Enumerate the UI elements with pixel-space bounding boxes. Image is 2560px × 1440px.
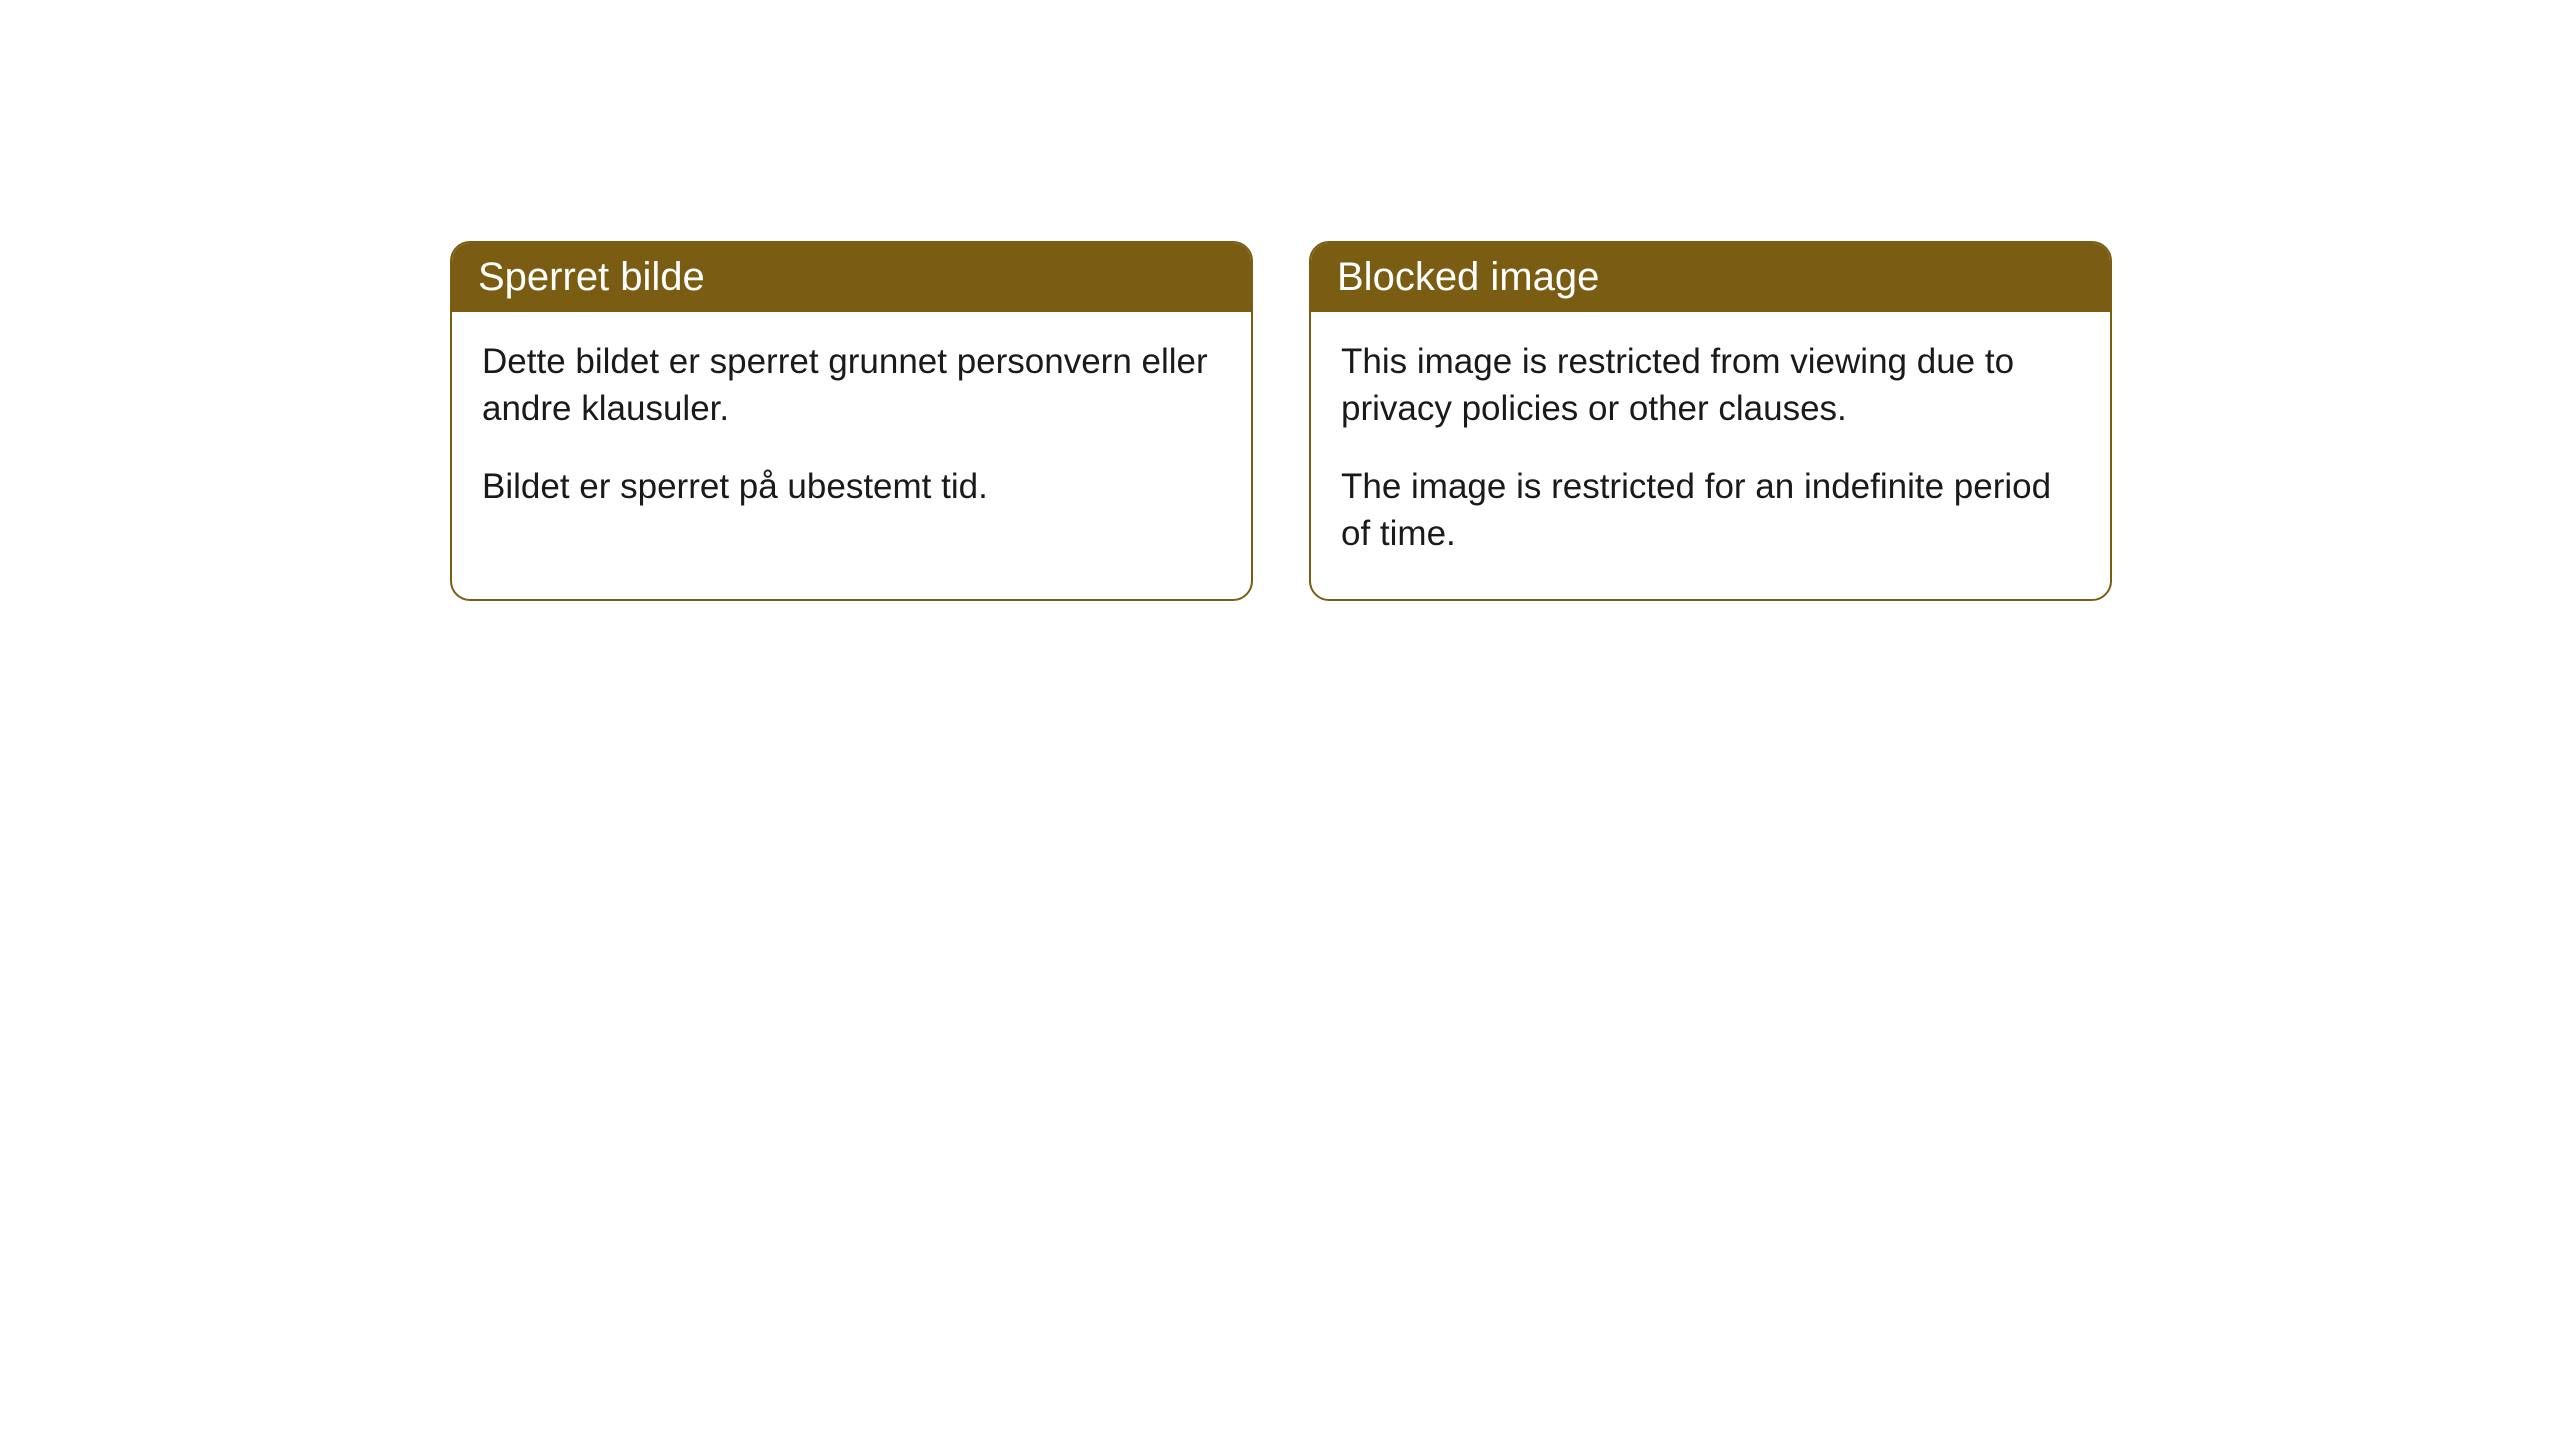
- card-body: Dette bildet er sperret grunnet personve…: [452, 312, 1251, 552]
- card-paragraph: Dette bildet er sperret grunnet personve…: [482, 338, 1221, 433]
- card-title: Sperret bilde: [452, 243, 1251, 312]
- card-title: Blocked image: [1311, 243, 2110, 312]
- notice-card-english: Blocked image This image is restricted f…: [1309, 241, 2112, 601]
- card-body: This image is restricted from viewing du…: [1311, 312, 2110, 599]
- card-paragraph: Bildet er sperret på ubestemt tid.: [482, 463, 1221, 510]
- notice-card-norwegian: Sperret bilde Dette bildet er sperret gr…: [450, 241, 1253, 601]
- notice-cards-container: Sperret bilde Dette bildet er sperret gr…: [450, 241, 2560, 601]
- card-paragraph: This image is restricted from viewing du…: [1341, 338, 2080, 433]
- card-paragraph: The image is restricted for an indefinit…: [1341, 463, 2080, 558]
